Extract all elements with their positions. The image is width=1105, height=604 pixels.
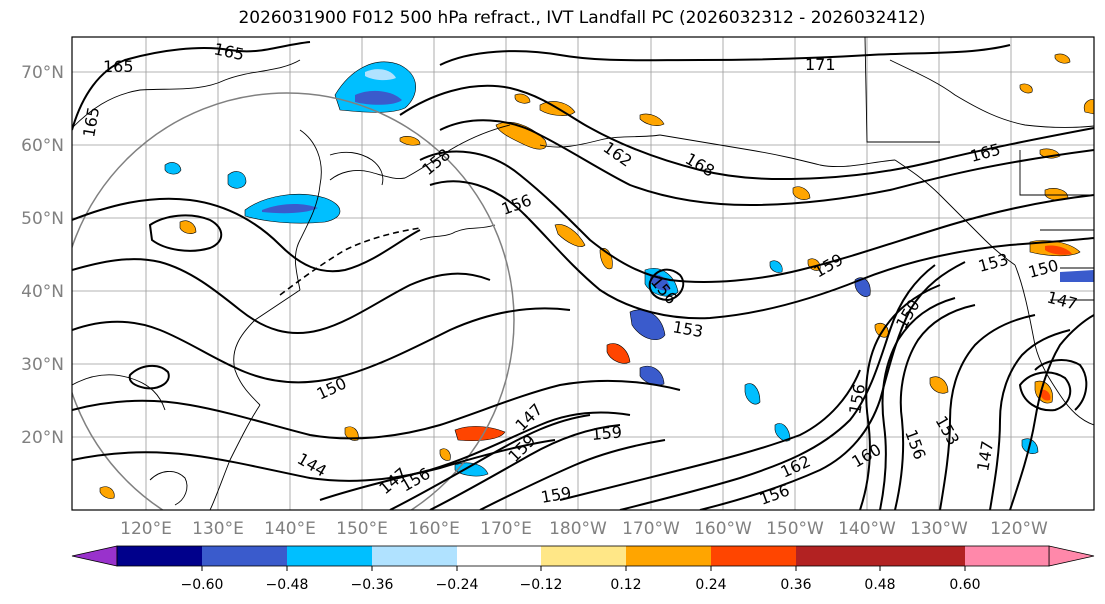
colorbar-segment <box>880 546 965 566</box>
contour-label: 153 <box>932 413 964 449</box>
map-title: 2026031900 F012 500 hPa refract., IVT La… <box>238 8 926 28</box>
lon-label: 150°W <box>766 519 824 539</box>
colorbar-segment <box>117 546 202 566</box>
colorbar-tick-label: 0.12 <box>610 577 641 593</box>
lat-label-60n: 60°N <box>21 136 64 156</box>
lon-label: 130°E <box>192 519 244 539</box>
contour-label: 150 <box>1026 256 1060 282</box>
colorbar-segment <box>541 546 626 566</box>
colorbar-arrow-right <box>1048 545 1095 567</box>
colorbar-tick-label: −0.24 <box>436 577 479 593</box>
contour-label: 165 <box>103 57 134 76</box>
contour-label: 165 <box>212 39 246 64</box>
map-content <box>72 37 1094 510</box>
lon-label: 140°E <box>264 519 316 539</box>
contour-label: 162 <box>778 451 814 481</box>
colorbar-ticks <box>201 566 966 571</box>
lon-label: 160°E <box>408 519 460 539</box>
lon-label: 170°W <box>622 519 680 539</box>
contour-label: 171 <box>805 55 836 74</box>
longitude-labels: 120°E 130°E 140°E 150°E 160°E 170°E 180°… <box>120 519 1048 539</box>
contour-label: 165 <box>968 140 1002 166</box>
lat-label-20n: 20°N <box>21 428 64 448</box>
contour-labels: 165 165 165 171 162 168 165 158 156 159 … <box>79 39 1079 508</box>
colorbar-segment <box>457 546 541 566</box>
contour-label: 158 <box>418 145 454 179</box>
colorbar-segment <box>711 546 796 566</box>
lon-label: 170°E <box>480 519 532 539</box>
lon-label: 120°E <box>120 519 172 539</box>
contour-label: 153 <box>671 317 704 341</box>
colorbar-segment <box>626 546 711 566</box>
colorbar-tick-label: 0.24 <box>695 577 726 593</box>
lat-label-70n: 70°N <box>21 63 64 83</box>
colorbar-tick-label: −0.48 <box>266 577 309 593</box>
colorbar-tick-label: −0.12 <box>520 577 563 593</box>
colorbar-tick-label: 0.60 <box>949 577 980 593</box>
colorbar-segment <box>372 546 457 566</box>
colorbar-tick-label: 0.36 <box>780 577 811 593</box>
contour-label: 147 <box>973 439 997 472</box>
height-contours <box>72 41 1094 510</box>
contour-label: 153 <box>976 250 1010 276</box>
lon-label: 120°W <box>990 519 1048 539</box>
contour-label: 159 <box>539 483 572 507</box>
lon-label: 160°W <box>694 519 752 539</box>
contour-label: 159 <box>591 422 623 444</box>
contour-label: 165 <box>79 105 103 138</box>
lon-label: 130°W <box>910 519 968 539</box>
colorbar-arrow-left <box>71 545 118 567</box>
contour-label: 159 <box>504 431 539 466</box>
landfall-circle <box>72 92 515 510</box>
colorbar-segment <box>202 546 287 566</box>
contour-label: 168 <box>682 149 718 181</box>
contour-label: 150 <box>892 296 924 332</box>
contour-label: 156 <box>901 427 929 462</box>
lon-label: 140°W <box>838 519 896 539</box>
colorbar-segment <box>965 546 1049 566</box>
colorbar-segment <box>796 546 880 566</box>
contour-label: 156 <box>757 480 792 508</box>
colorbar-segment <box>287 546 372 566</box>
lon-label: 180°W <box>549 519 607 539</box>
shaded-anomalies <box>99 53 1094 499</box>
lat-label-50n: 50°N <box>21 209 64 229</box>
colorbar-tick-label: −0.60 <box>181 577 224 593</box>
map-frame <box>71 36 1095 511</box>
colorbar-tick-label: −0.36 <box>351 577 394 593</box>
contour-label: 162 <box>600 138 636 171</box>
lat-label-40n: 40°N <box>21 282 64 302</box>
lat-label-30n: 30°N <box>21 355 64 375</box>
contour-label: 156 <box>845 382 869 415</box>
colorbar: −0.60 −0.48 −0.36 −0.24 −0.12 0.12 0.24 … <box>71 545 1095 593</box>
contour-label: 156 <box>499 190 534 218</box>
colorbar-outline <box>116 545 1050 567</box>
contour-label: 147 <box>1045 288 1079 314</box>
dashed-contour <box>279 227 421 296</box>
latitude-labels: 70°N 60°N 50°N 40°N 30°N 20°N <box>21 63 64 448</box>
contour-label: 150 <box>314 373 350 403</box>
coastlines <box>72 37 1094 510</box>
contour-label: 159 <box>811 250 847 282</box>
colorbar-tick-label: 0.48 <box>864 577 895 593</box>
lon-label: 150°E <box>336 519 388 539</box>
